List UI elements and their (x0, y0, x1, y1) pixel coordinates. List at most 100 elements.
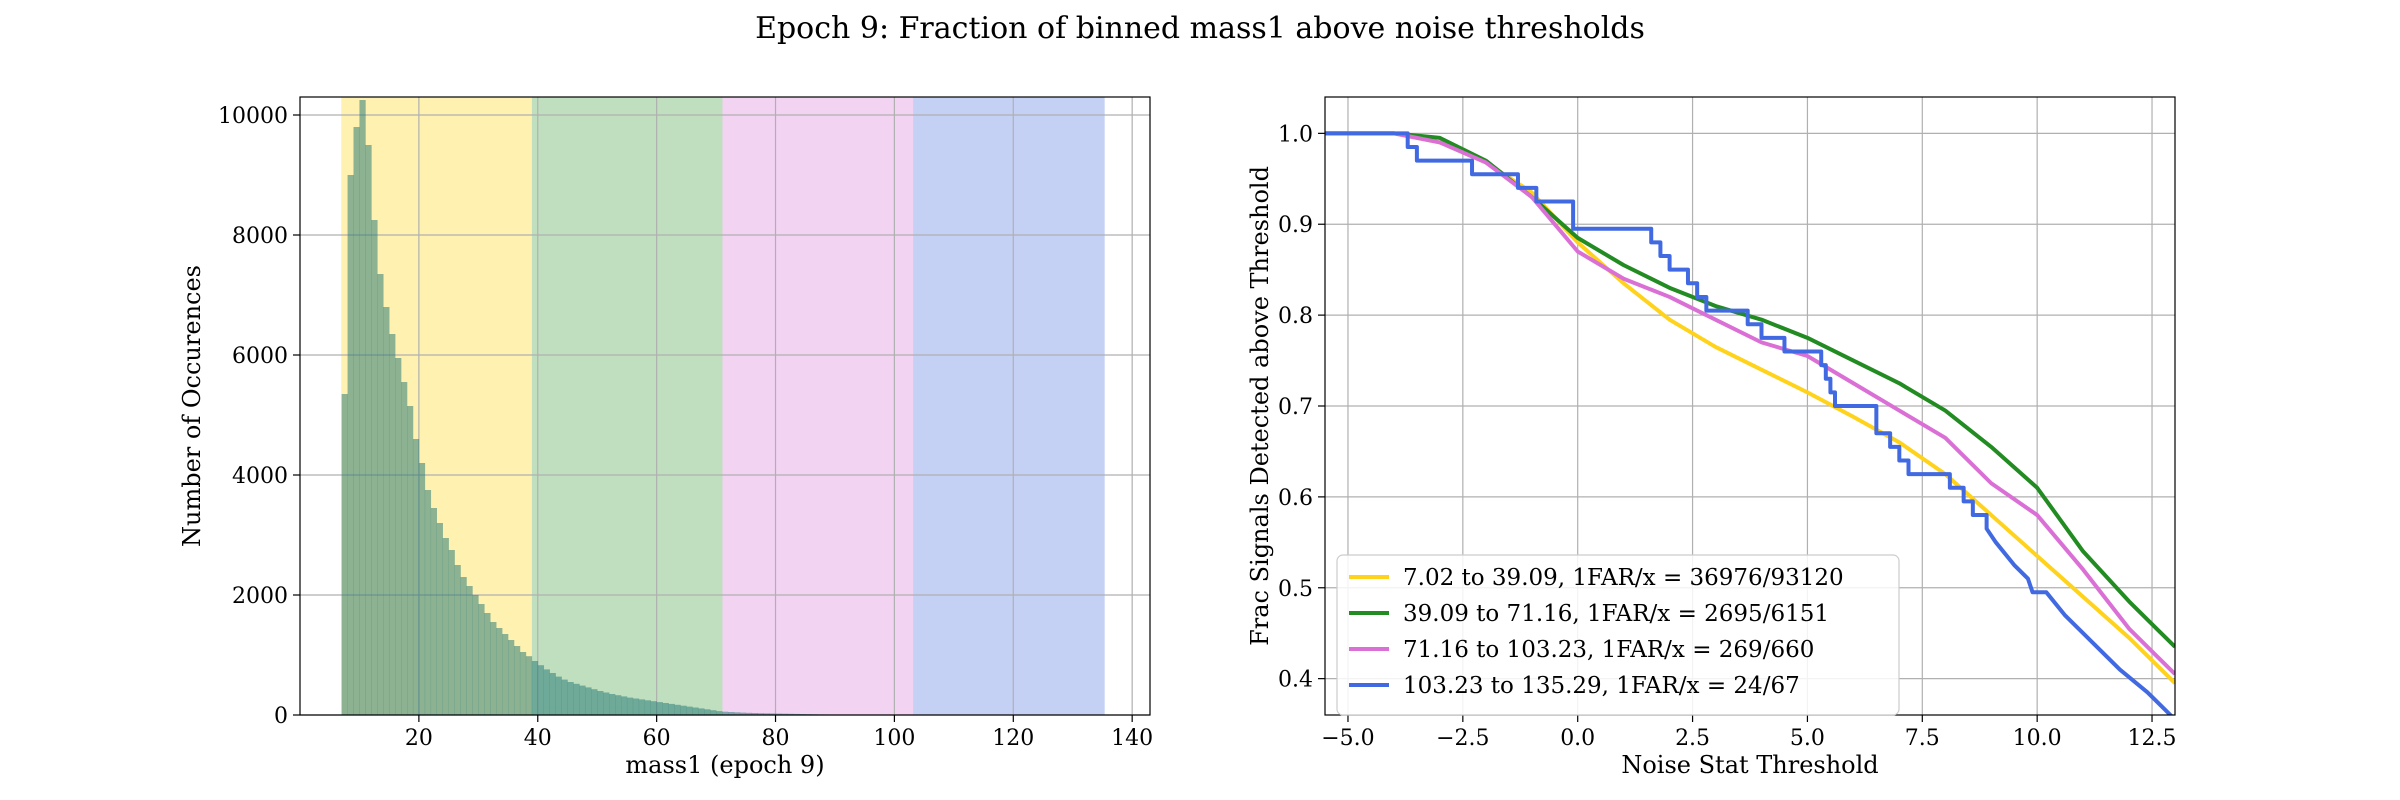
histogram-bar (769, 713, 776, 715)
series-line-2 (1325, 131, 2175, 676)
histogram-bar (603, 692, 610, 715)
x-tick-label: 12.5 (2128, 726, 2177, 751)
histogram-bar (519, 652, 527, 715)
legend-entry-0: 7.02 to 39.09, 1FAR/x = 36976/93120 (1403, 565, 1844, 591)
histogram-ticks: 20 40 60 80 100 120 140 0 2000 4000 6000 8000 10000 (218, 104, 1153, 751)
histogram-bar (733, 712, 741, 715)
histogram-bar (549, 673, 556, 715)
y-tick-label: 0.6 (1278, 486, 1313, 511)
histogram-bar (597, 691, 604, 715)
y-tick-label: 0 (274, 704, 288, 729)
x-tick-label: 0.0 (1560, 726, 1595, 751)
histogram-bar (656, 702, 663, 715)
y-tick-label: 1.0 (1278, 122, 1313, 147)
y-tick-label: 4000 (232, 464, 288, 489)
histogram-frame (299, 96, 1151, 716)
histogram-bar (531, 661, 539, 715)
histogram-bar (692, 707, 699, 715)
histogram-bar (341, 394, 348, 715)
histogram-bar (727, 712, 735, 715)
detection-fraction-plot: −5.0 −2.5 0.0 2.5 5.0 7.5 10.0 12.5 0.4 0.5 0.6 0.7… (1246, 96, 2177, 779)
histogram-x-label: mass1 (epoch 9) (625, 751, 824, 779)
x-tick-label: 120 (992, 726, 1034, 751)
y-tick-label: 0.8 (1278, 304, 1313, 329)
histogram-bar (496, 628, 503, 715)
histogram-bar (389, 334, 396, 715)
histogram-bar (508, 640, 515, 715)
histogram-bar (353, 127, 360, 715)
histogram-bar (680, 705, 687, 715)
x-tick-label: 80 (762, 726, 790, 751)
histogram-bar (424, 490, 432, 715)
histogram-bar (620, 696, 628, 715)
histogram-bar (395, 358, 402, 715)
histogram-bar (365, 145, 372, 715)
histogram-bar (490, 622, 497, 715)
histogram-bar (502, 634, 509, 715)
histogram-bar (650, 701, 657, 715)
histogram-bar (555, 676, 562, 715)
y-tick-label: 2000 (232, 584, 288, 609)
x-tick-label: −5.0 (1321, 726, 1374, 751)
x-tick-label: 60 (643, 726, 671, 751)
histogram-bar (484, 613, 491, 715)
legend-entry-2: 71.16 to 103.23, 1FAR/x = 269/660 (1403, 637, 1814, 663)
histogram-bar (632, 698, 640, 715)
mass-band-2 (722, 96, 915, 716)
series-line-3 (1325, 131, 2174, 715)
histogram-bar (448, 550, 455, 715)
line-plot-ticks: −5.0 −2.5 0.0 2.5 5.0 7.5 10.0 12.5 0.4 0.5 0.6 0.7… (1278, 122, 2177, 751)
histogram-bar (668, 703, 675, 715)
x-tick-label: 100 (873, 726, 915, 751)
histogram-bar (585, 687, 592, 715)
x-tick-label: 140 (1111, 726, 1153, 751)
mass-band-3 (913, 96, 1105, 716)
histogram-bar (626, 697, 634, 715)
histogram-bar (775, 713, 782, 715)
legend-entry-3: 103.23 to 135.29, 1FAR/x = 24/67 (1403, 673, 1800, 699)
histogram-bar (615, 695, 622, 715)
line-plot-x-label: Noise Stat Threshold (1621, 751, 1878, 779)
line-plot-y-label: Frac Signals Detected above Threshold (1246, 166, 1274, 646)
histogram-bar (377, 274, 384, 715)
legend-entry-1: 39.09 to 71.16, 1FAR/x = 2695/6151 (1403, 601, 1829, 627)
histogram-bar (716, 711, 723, 715)
histogram-bar (401, 382, 408, 715)
mass-bin-bands (341, 96, 1105, 716)
histogram-bar (347, 175, 354, 715)
histogram-bar (406, 406, 414, 715)
histogram-bar (739, 712, 747, 715)
line-plot-series (1325, 131, 2175, 715)
legend-box (1336, 554, 1900, 716)
histogram-bar (430, 508, 438, 715)
histogram-bars (341, 100, 913, 715)
histogram-bar (757, 713, 764, 715)
x-tick-label: 10.0 (2013, 726, 2062, 751)
y-tick-label: 10000 (218, 104, 288, 129)
histogram-bar (359, 100, 366, 715)
y-tick-label: 0.4 (1278, 668, 1313, 693)
y-tick-label: 0.5 (1278, 577, 1313, 602)
x-tick-label: 5.0 (1790, 726, 1825, 751)
histogram-bar (609, 694, 616, 715)
x-tick-label: 7.5 (1905, 726, 1940, 751)
x-tick-label: −2.5 (1436, 726, 1489, 751)
histogram-bar (543, 669, 550, 715)
histogram-bar (525, 656, 533, 715)
legend: 7.02 to 39.09, 1FAR/x = 36976/93120 39.09… (1336, 554, 1900, 716)
y-tick-label: 0.7 (1278, 395, 1313, 420)
histogram-bar (763, 713, 770, 715)
histogram-bar (472, 595, 479, 715)
histogram-bar (686, 706, 693, 715)
histogram-bar (573, 683, 580, 715)
figure-title: Epoch 9: Fraction of binned mass1 above … (755, 11, 1645, 46)
histogram-bar (442, 538, 449, 715)
histogram-bar (698, 708, 705, 715)
histogram-bar (638, 699, 646, 715)
y-tick-label: 8000 (232, 224, 288, 249)
histogram-bar (722, 711, 729, 715)
y-tick-label: 0.9 (1278, 213, 1313, 238)
histogram-bar (662, 703, 669, 715)
histogram-bar (418, 463, 426, 715)
